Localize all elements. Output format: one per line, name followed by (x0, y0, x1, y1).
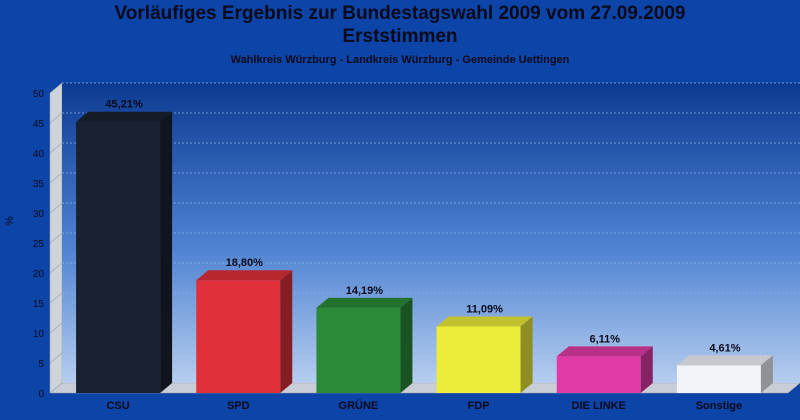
gridline-side (49, 142, 63, 154)
bar-value-label: 4,61% (709, 342, 740, 354)
bar-value-label: 6,11% (589, 333, 620, 345)
y-tick-label: 0 (38, 389, 44, 400)
chart-subtitle: Wahlkreis Würzburg - Landkreis Würzburg … (230, 54, 570, 66)
bar-side (400, 297, 413, 393)
bar (76, 121, 161, 394)
x-tick-label: SPD (227, 400, 250, 412)
y-axis-label: % (4, 216, 16, 226)
chart-title-line1: Vorläufiges Ergebnis zur Bundestagswahl … (114, 3, 686, 24)
y-tick-label: 10 (33, 329, 45, 340)
y-tick-label: 45 (33, 119, 45, 130)
gridline-side (49, 202, 63, 214)
gridline-side (49, 112, 63, 124)
gridline-side (49, 262, 63, 274)
y-tick-label: 25 (33, 239, 45, 250)
bar-top (676, 355, 773, 366)
bar-value-label: 14,19% (346, 285, 384, 297)
bar-top (76, 111, 173, 122)
chart-title-line2: Erststimmen (342, 26, 458, 47)
gridline-side (49, 382, 63, 394)
y-tick-label: 30 (33, 209, 45, 220)
bar-side (280, 270, 293, 393)
bar (196, 280, 281, 393)
bar-value-label: 18,80% (226, 257, 264, 269)
chart-title: Vorläufiges Ergebnis zur Bundestagswahl … (0, 2, 800, 48)
bar-top (436, 316, 533, 327)
y-tick-label: 40 (33, 149, 45, 160)
x-tick-label: DIE LINKE (572, 400, 626, 412)
y-tick-label: 20 (33, 269, 45, 280)
x-tick-label: GRÜNE (339, 399, 379, 412)
bar-side (760, 355, 773, 393)
bar-top (556, 346, 653, 357)
x-tick-label: FDP (468, 400, 490, 412)
bar-value-label: 45,21% (105, 99, 143, 111)
gridline-side (49, 292, 63, 304)
y-tick-label: 15 (33, 299, 45, 310)
bar-top (316, 297, 413, 308)
bar-side (520, 316, 533, 393)
gridline-side (49, 82, 63, 94)
gridline-side (49, 232, 63, 244)
bar-side (640, 346, 653, 393)
y-tick-label: 5 (38, 359, 44, 370)
x-tick-label: Sonstige (696, 400, 742, 412)
x-tick-label: CSU (106, 400, 129, 412)
y-tick-label: 50 (33, 89, 45, 100)
bar-value-label: 11,09% (466, 303, 503, 315)
gridline-side (49, 172, 63, 184)
bar (676, 365, 761, 393)
bar (316, 307, 401, 393)
gridline-side (49, 322, 63, 334)
y-tick-label: 35 (33, 179, 45, 190)
plot-area: 0 5 10 15 20 25 30 35 40 45 50 45,21% CSU 18,80% SPD 14… (33, 82, 800, 412)
gridline-side (49, 352, 63, 364)
bar-side (160, 111, 173, 394)
bar-top (196, 270, 293, 281)
bar (436, 326, 521, 393)
bar (556, 356, 641, 393)
